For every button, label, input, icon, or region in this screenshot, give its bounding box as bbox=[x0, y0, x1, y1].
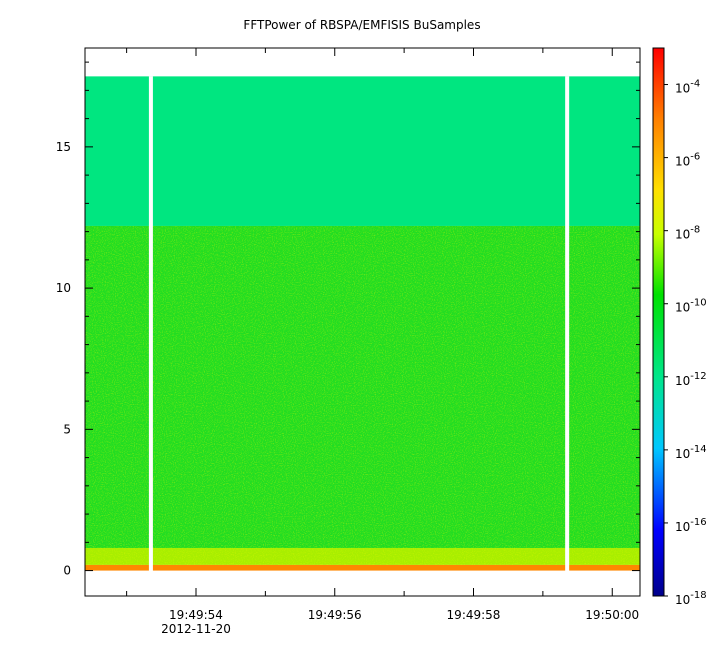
data-gap-0 bbox=[148, 76, 153, 572]
colorbar: 10-4 10-6 10-8 10-10 10-12 10-14 10-16 10-18 bbox=[652, 47, 707, 607]
noise-texture bbox=[85, 225, 640, 565]
x-tick-label: 19:49:56 bbox=[308, 608, 362, 622]
empty-region bbox=[85, 48, 640, 77]
colorbar-tick-label: 10-8 bbox=[675, 225, 700, 242]
y-tick-label: 15 bbox=[56, 140, 71, 154]
colorbar-ticks: 10-4 10-6 10-8 10-10 10-12 10-14 10-16 10-18 bbox=[664, 79, 707, 607]
data-gap-1 bbox=[565, 76, 570, 572]
colorbar-tick-label: 10-18 bbox=[675, 590, 707, 607]
x-axis-date-label: 2012-11-20 bbox=[161, 622, 231, 636]
chart-title: FFTPower of RBSPA/EMFISIS BuSamples bbox=[243, 18, 480, 32]
colorbar-tick-label: 10-10 bbox=[675, 298, 707, 315]
y-tick-label: 10 bbox=[56, 281, 71, 295]
colorbar-tick-label: 10-14 bbox=[675, 444, 707, 461]
x-axis: 19:49:54 19:49:56 19:49:58 19:50:00 bbox=[126, 48, 639, 622]
x-tick-label: 19:49:58 bbox=[447, 608, 501, 622]
x-tick-label: 19:49:54 bbox=[169, 608, 223, 622]
power-band-0 bbox=[85, 76, 640, 226]
y-axis: 0 5 10 15 bbox=[56, 61, 640, 578]
colorbar-tick-label: 10-12 bbox=[675, 371, 707, 388]
power-band-3 bbox=[85, 564, 640, 571]
y-tick-label: 0 bbox=[63, 564, 71, 578]
spectrogram-image bbox=[85, 48, 640, 572]
plot-frame bbox=[84, 47, 641, 597]
colorbar-tick-label: 10-6 bbox=[675, 152, 700, 169]
colorbar-gradient bbox=[652, 47, 665, 597]
x-tick-label: 19:50:00 bbox=[585, 608, 639, 622]
y-tick-label: 5 bbox=[63, 422, 71, 436]
colorbar-tick-label: 10-16 bbox=[675, 517, 707, 534]
colorbar-tick-label: 10-4 bbox=[675, 79, 700, 96]
